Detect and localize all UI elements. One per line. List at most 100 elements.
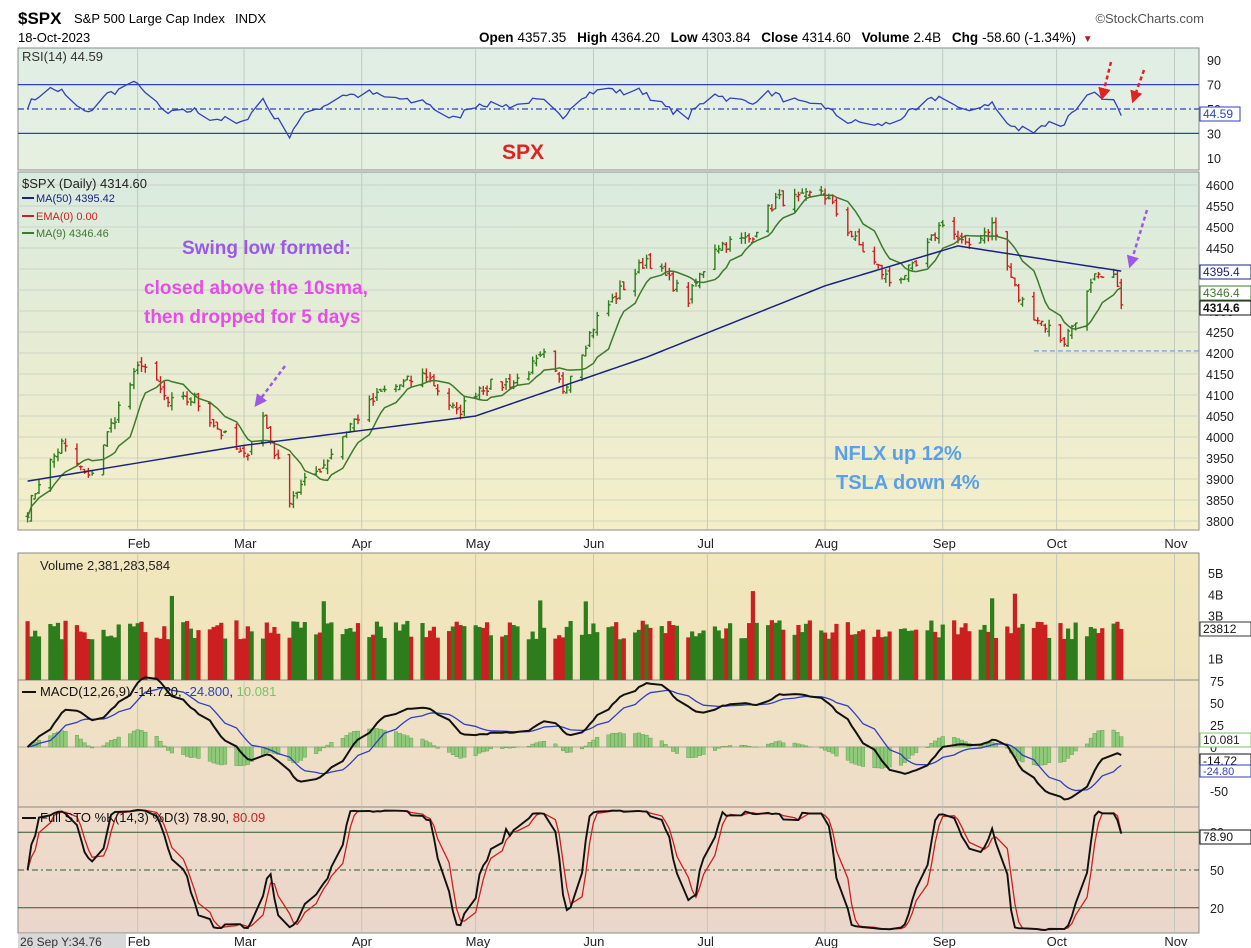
macd-hist-bar	[1119, 736, 1124, 748]
macd-hist-bar	[526, 745, 531, 748]
price-tick: 3950	[1206, 452, 1234, 466]
volume-bar	[82, 632, 87, 680]
volume-bar	[712, 626, 718, 680]
macd-hist-bar	[693, 746, 698, 758]
volume-bar	[750, 591, 755, 680]
volume-bar	[131, 626, 137, 680]
volume-bar	[181, 622, 186, 680]
macd-hist-bar	[849, 746, 854, 764]
macd-hist-bar	[90, 746, 95, 749]
macd-hist-bar	[405, 735, 410, 748]
news-tsla: TSLA down 4%	[836, 472, 980, 494]
high-label: High	[577, 30, 607, 45]
macd-hist-bar	[914, 746, 919, 753]
macd-hist-bar	[902, 746, 907, 763]
annotations: SPX Swing low formed: closed above the 1…	[144, 61, 1149, 494]
volume-bar	[955, 634, 961, 680]
volume-bar	[952, 620, 957, 680]
volume-bar	[192, 637, 197, 680]
volume-bar	[990, 598, 995, 680]
volume-bar	[241, 638, 247, 680]
volume-bar	[967, 631, 972, 680]
macd-hist-bar	[477, 746, 482, 754]
macd-hist-bar	[564, 746, 569, 753]
open-value: 4357.35	[518, 30, 567, 45]
macd-hist-bar	[936, 737, 941, 748]
price-tick: 3900	[1206, 473, 1234, 487]
volume-bar	[245, 626, 250, 680]
price-tick: 4250	[1206, 326, 1234, 340]
macd-hist-bar	[276, 746, 281, 755]
volume-bar	[488, 635, 493, 680]
volume-bar	[530, 631, 535, 680]
volume-bar	[1009, 633, 1014, 680]
price-tick: 4050	[1206, 410, 1234, 424]
volume-bar	[906, 630, 911, 680]
close-value: 4314.60	[802, 30, 851, 45]
macd-hist-bar	[716, 746, 721, 749]
volume-bar	[739, 638, 744, 680]
macd-hist-bar	[185, 746, 190, 757]
macd-hist-bar	[158, 740, 163, 748]
symbol: $SPX	[18, 9, 62, 28]
sto-tag: 78.90	[1203, 830, 1233, 844]
macd-hist-bar	[697, 746, 702, 756]
volume-bar	[207, 629, 212, 680]
macd-hist-bar	[712, 746, 717, 751]
volume-bar	[697, 633, 702, 680]
sto-legend: Full STO %K(14,3) %D(3) 78.90, 80.09	[22, 810, 265, 825]
volume-bar	[367, 637, 372, 680]
footer: 26 Sep Y:34.76	[18, 934, 126, 948]
macd-legend-macd: -14.720	[134, 684, 178, 699]
macd-hist-bar	[614, 733, 619, 748]
macd-hist-bar	[538, 741, 543, 748]
volume-bar	[1031, 627, 1037, 680]
volume-bar	[538, 600, 543, 680]
volume-bar	[112, 637, 118, 680]
macd-legend-text: MACD(12,26,9) -14.720, -24.800, 10.081	[40, 684, 276, 699]
volume-bar	[564, 626, 569, 680]
macd-legend-hist: 10.081	[237, 684, 277, 699]
volume-bar	[302, 622, 307, 680]
volume-bar	[272, 626, 277, 680]
macd-hist-bar	[834, 746, 839, 757]
volume-bar	[165, 639, 171, 680]
volume-bar	[101, 629, 106, 680]
macd-hist-bar	[595, 737, 600, 748]
rsi-arrow-1-icon	[1098, 61, 1113, 101]
volume-bar	[344, 628, 349, 680]
price-tick: 4500	[1206, 221, 1234, 235]
macd-signal-tag: -24.80	[1203, 766, 1234, 778]
month-label: Mar	[234, 536, 257, 551]
macd-hist-bar	[162, 745, 167, 748]
exchange: INDX	[235, 11, 266, 26]
rsi-layer	[18, 80, 1199, 140]
macd-hist-bar	[86, 745, 91, 748]
volume-bar	[614, 622, 619, 680]
price-tick: 4550	[1206, 200, 1234, 214]
volume-legend-text: Volume 2,381,283,584	[40, 558, 170, 573]
macd-hist-bar	[633, 733, 638, 748]
volume-bar	[659, 626, 664, 680]
macd-legend-signal: -24.800	[185, 684, 229, 699]
volume-bar	[674, 625, 680, 680]
price-tick: 3850	[1206, 494, 1234, 508]
volume-bar	[238, 639, 243, 680]
macd-hist-bar	[701, 746, 706, 755]
volume-bar	[853, 634, 858, 680]
volume-bar	[397, 630, 402, 680]
volume-bar	[933, 631, 938, 680]
macd-hist-bar	[617, 732, 622, 748]
macd-hist-bar	[211, 746, 216, 764]
macd-hist-bar	[823, 746, 828, 751]
volume-bar	[314, 634, 319, 680]
macd-hist-bar	[1016, 746, 1021, 761]
sto-legend-k: 78.90	[193, 810, 226, 825]
chg-down-icon: ▼	[1083, 34, 1093, 45]
macd-hist-bar	[580, 746, 585, 750]
macd-hist-bar	[249, 746, 254, 762]
close-tag: 4314.6	[1203, 301, 1240, 315]
macd-hist-bar	[1047, 746, 1052, 763]
volume-bar	[431, 626, 437, 680]
macd-hist-bar	[1115, 731, 1120, 748]
